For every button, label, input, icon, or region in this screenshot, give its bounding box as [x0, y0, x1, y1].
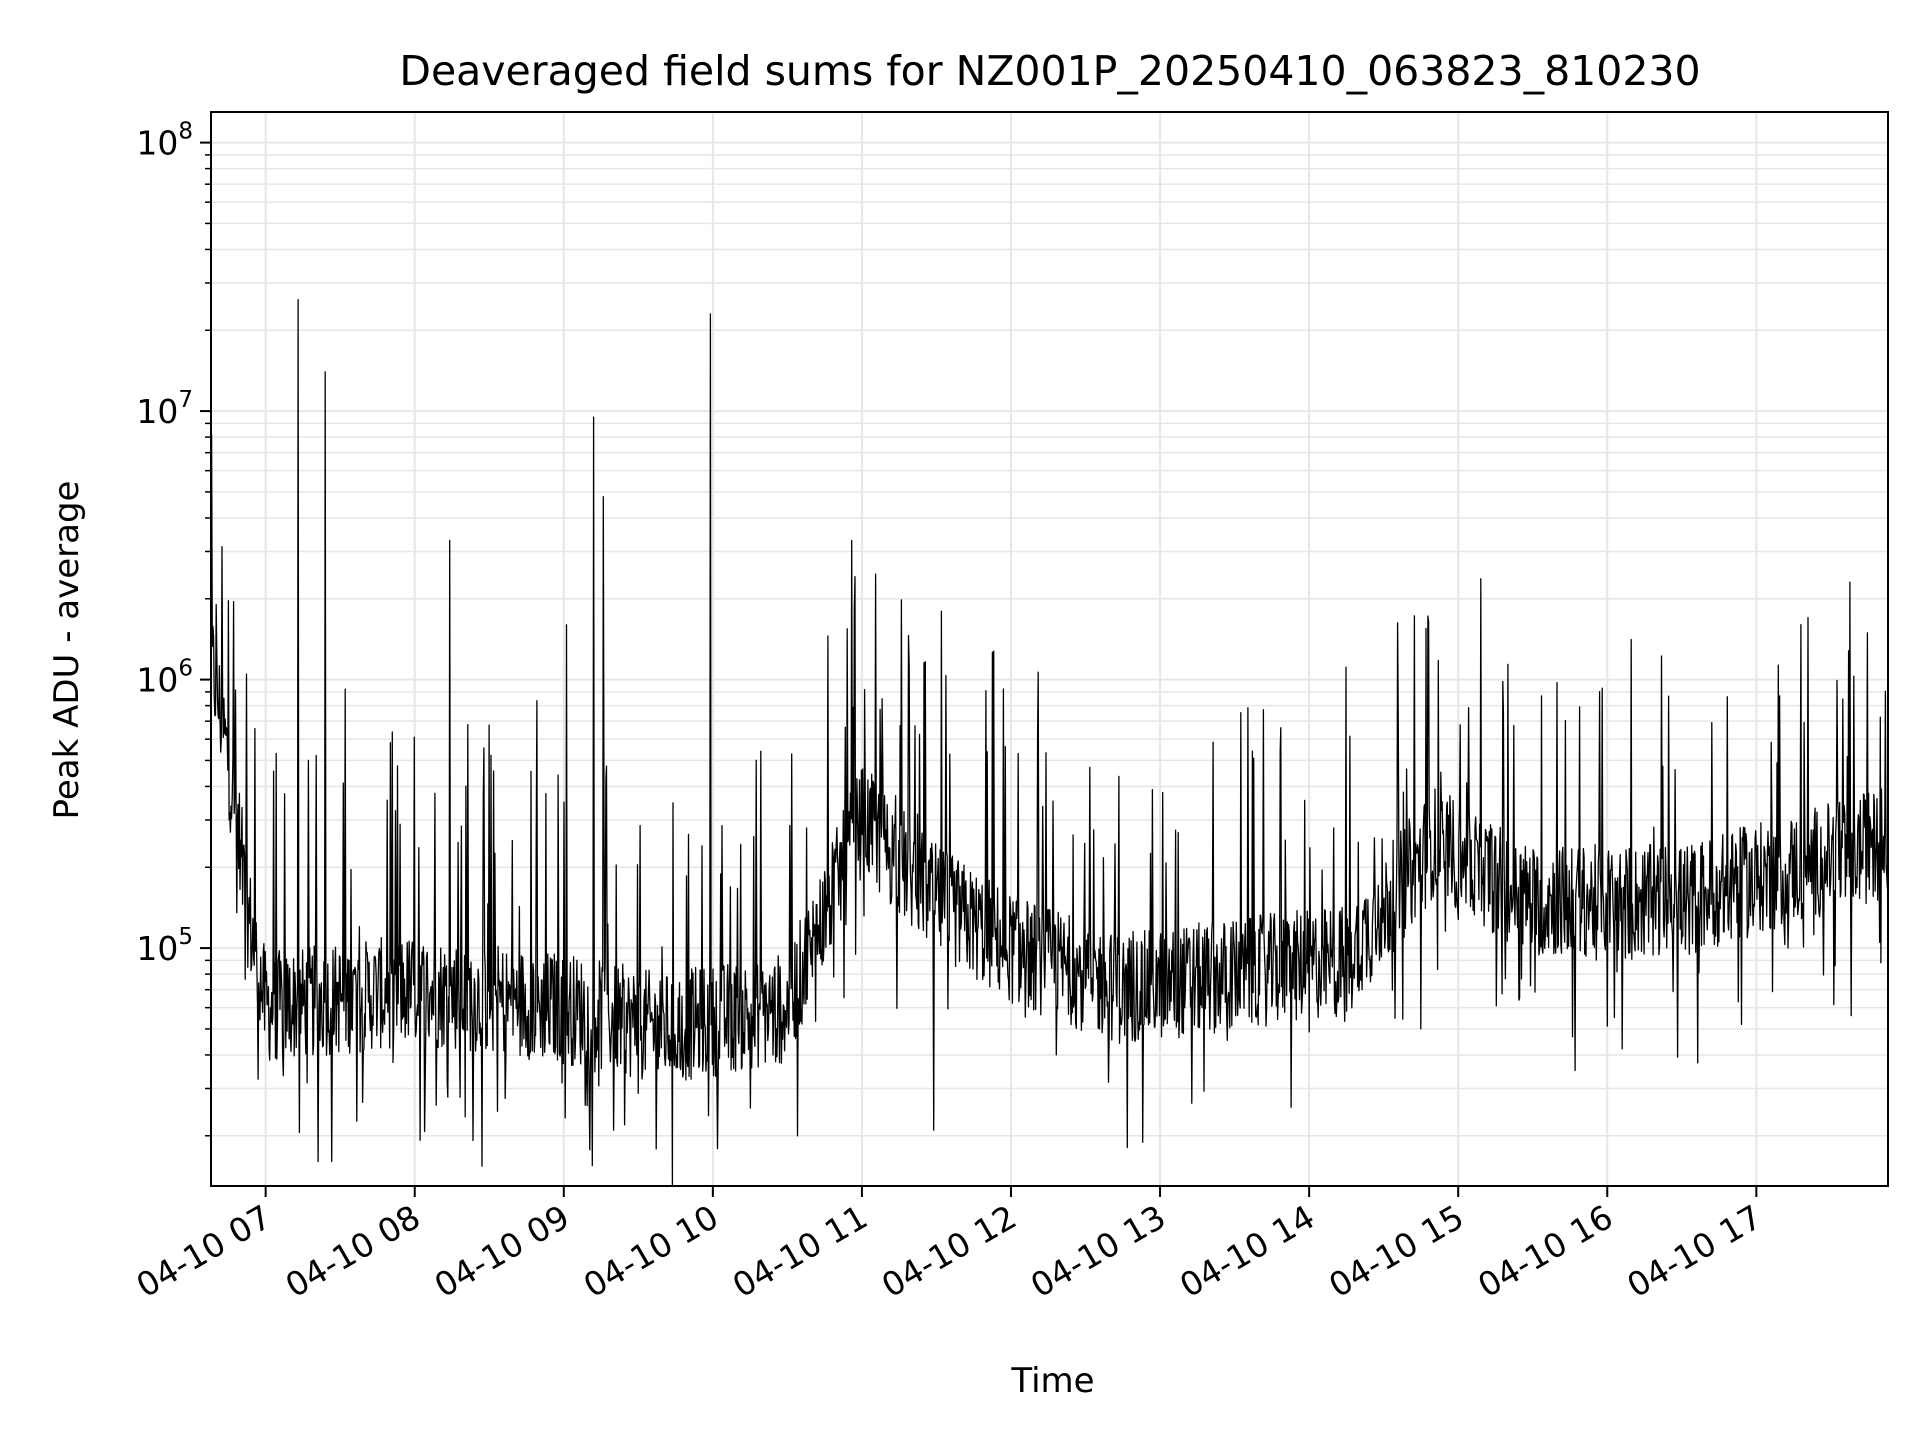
y-axis-label: Peak ADU - average: [47, 481, 87, 820]
y-tick-label: 107: [136, 387, 193, 431]
series-path: [210, 299, 1889, 1187]
series-line: [210, 299, 1889, 1187]
plot-frame: [210, 111, 1889, 1187]
y-tick-label: 105: [136, 924, 193, 968]
x-axis-label: Time: [1010, 1361, 1094, 1401]
y-tick-label: 108: [136, 119, 193, 163]
chart-title: Deaveraged field sums for NZ001P_2025041…: [399, 47, 1700, 95]
y-tick-label: 106: [136, 656, 193, 700]
